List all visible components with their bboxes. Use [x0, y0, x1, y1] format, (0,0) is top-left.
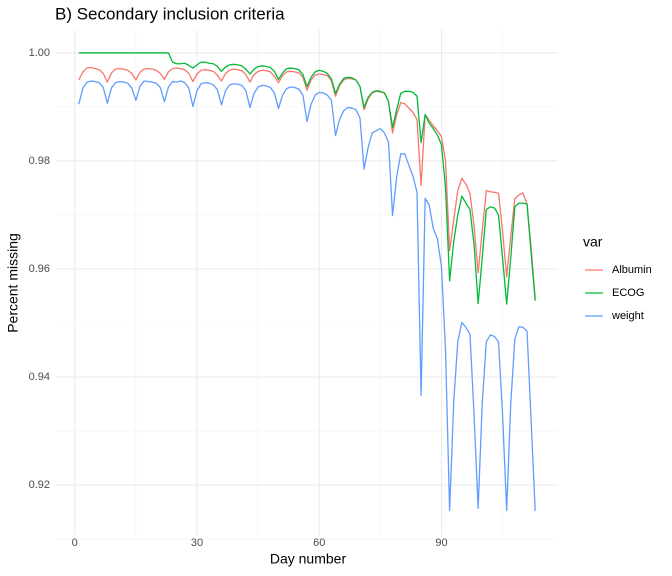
y-tick-label: 0.96: [29, 263, 50, 275]
series-line: [78, 52, 536, 305]
y-tick-label: 1.00: [29, 47, 50, 59]
y-axis-label: Percent missing: [5, 233, 21, 333]
legend-title: var: [583, 234, 603, 250]
x-tick-label: 90: [435, 537, 447, 549]
x-tick-label: 0: [72, 537, 78, 549]
x-axis-label: Day number: [270, 551, 347, 567]
chart-title: B) Secondary inclusion criteria: [55, 4, 285, 23]
y-tick-label: 0.98: [29, 155, 50, 167]
legend-label: ECOG: [612, 287, 644, 299]
y-tick-label: 0.92: [29, 479, 50, 491]
legend-label: Albumin: [612, 264, 652, 276]
legend-label: weight: [611, 310, 644, 322]
series-line: [78, 66, 536, 299]
series-line: [78, 80, 536, 512]
x-tick-label: 60: [313, 537, 325, 549]
y-tick-label: 0.94: [29, 371, 50, 383]
x-tick-label: 30: [191, 537, 203, 549]
